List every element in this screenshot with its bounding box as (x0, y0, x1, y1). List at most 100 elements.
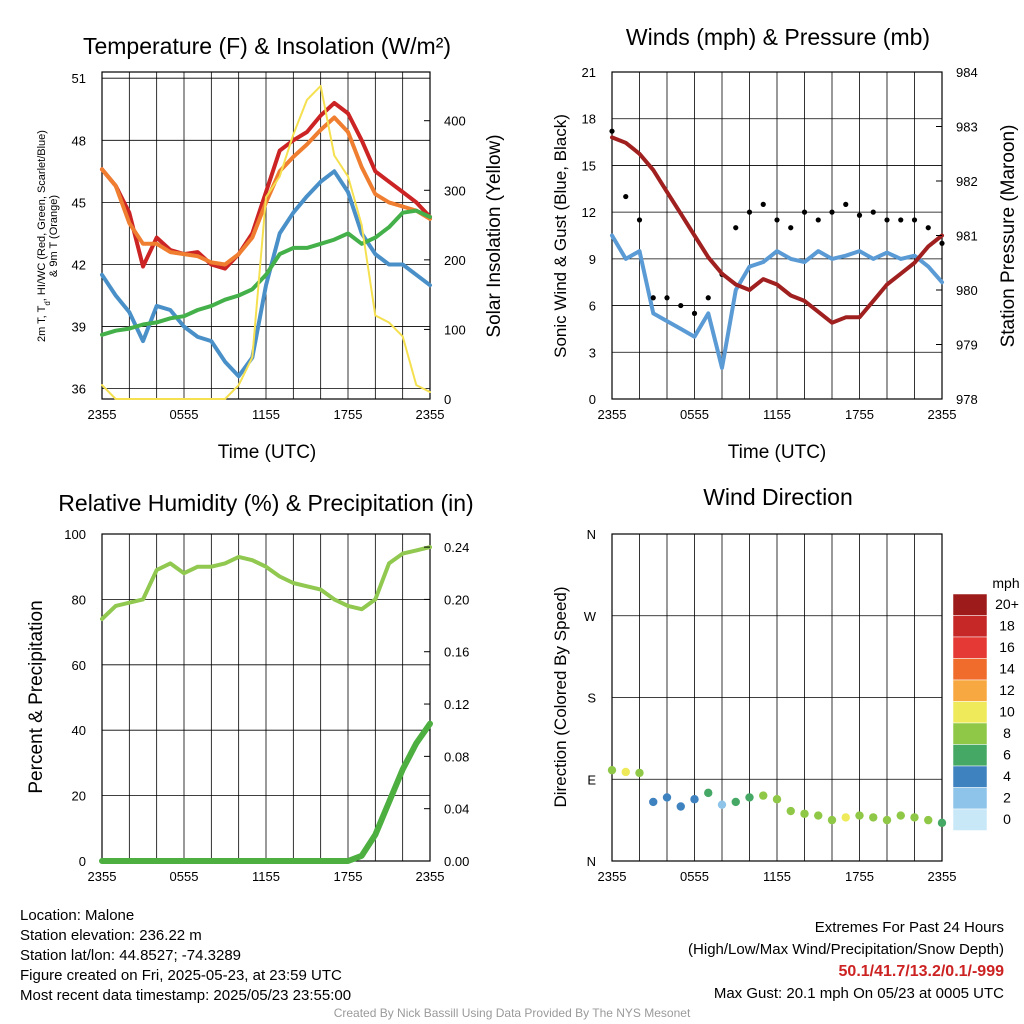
x-tick-labels: 2355 0555 1155 1755 2355 (88, 869, 445, 884)
y-tick-label: 12 (582, 205, 596, 220)
y-tick-label: 3 (589, 345, 596, 360)
x-tick-label: 2355 (88, 869, 117, 884)
winds-chart: Winds (mph) & Pressure (mb) 0 3 6 9 12 15 18 21… (551, 24, 1019, 463)
elevation-text: Station elevation: 236.22 m (20, 927, 202, 944)
direction-point (800, 809, 809, 818)
y-tick-labels: 0 20 40 60 80 100 (64, 527, 86, 869)
credit-text: Created By Nick Bassill Using Data Provi… (333, 1006, 691, 1020)
y-tick-label: 80 (72, 592, 86, 607)
colorbar-swatch (952, 701, 988, 724)
direction-point (937, 818, 947, 828)
x-tick-label: 2355 (598, 407, 627, 422)
gust-point (623, 193, 629, 200)
colorbar-label: 4 (1003, 768, 1011, 784)
direction-point (841, 813, 850, 822)
x-tick-label: 1155 (763, 869, 791, 884)
chart-title: Winds (mph) & Pressure (mb) (626, 24, 930, 50)
chart-title: Temperature (F) & Insolation (W/m²) (83, 33, 451, 59)
gust-point (898, 217, 904, 223)
direction-points (607, 765, 947, 828)
gust-point (650, 295, 656, 301)
y2-tick-label: 0.12 (444, 697, 469, 712)
extremes-subtitle: (High/Low/Max Wind/Precipitation/Snow De… (688, 941, 1004, 958)
colorbar-label: 8 (1003, 725, 1011, 741)
series-line (100, 545, 432, 621)
colorbar-label: 20+ (995, 596, 1019, 612)
x-tick-label: 1155 (252, 407, 280, 422)
direction-point (827, 815, 837, 825)
y-tick-label: 39 (72, 320, 86, 335)
series-line (100, 101, 432, 271)
y-tick-label: 45 (72, 195, 86, 210)
x-tick-label: 0555 (170, 407, 199, 422)
series-line (610, 135, 944, 325)
gust-point (705, 295, 711, 301)
y2-tick-label: 979 (956, 338, 978, 353)
station-info: Location: Malone Station elevation: 236.… (20, 906, 351, 1006)
y2-axis-label: Station Pressure (Maroon) (998, 125, 1019, 348)
y2-tick-label: 978 (956, 392, 978, 407)
x-tick-label: 0555 (680, 869, 709, 884)
direction-point (745, 793, 754, 802)
y2-tick-label: 0.00 (444, 854, 469, 869)
colorbar-swatch (952, 765, 988, 788)
y-tick-label: 51 (72, 71, 86, 86)
x-tick-label: 2355 (416, 869, 445, 884)
direction-point (896, 811, 905, 820)
x-tick-label: 1755 (845, 869, 874, 884)
y-tick-label: 48 (72, 133, 86, 148)
direction-point (910, 813, 919, 822)
y2-tick-label: 300 (444, 183, 466, 198)
x-tick-label: 1155 (252, 869, 280, 884)
gust-point (870, 209, 876, 215)
gust-point (664, 295, 670, 301)
chart-title: Relative Humidity (%) & Precipitation (i… (58, 490, 473, 516)
gust-point (760, 201, 766, 207)
y2-tick-label: 100 (444, 322, 466, 337)
colorbar-title: mph (992, 575, 1019, 591)
x-tick-label: 2355 (598, 869, 627, 884)
chart-title: Wind Direction (703, 484, 853, 510)
direction-point (717, 800, 727, 809)
gridlines (612, 534, 942, 861)
gust-point (733, 225, 739, 231)
y-tick-labels: 36 39 42 45 48 51 (72, 71, 86, 396)
y-tick-label: 20 (72, 789, 86, 804)
direction-point (882, 815, 892, 825)
series-lines (100, 84, 432, 400)
y-axis-label-line2: & 9m T (Orange) (48, 195, 60, 277)
location-text: Location: Malone (20, 907, 135, 924)
y2-tick-label: 983 (956, 120, 978, 135)
colorbar-swatch (952, 744, 988, 767)
direction-point (676, 802, 685, 811)
y2-tick-label: 0.20 (444, 592, 469, 607)
x-tick-label: 2355 (928, 407, 957, 422)
direction-point (924, 815, 933, 825)
gust-point (856, 212, 863, 218)
extremes-info: Extremes For Past 24 Hours (High/Low/Max… (688, 917, 1004, 1005)
colorbar-label: 12 (999, 682, 1015, 698)
gust-point (636, 217, 643, 223)
gust-point (843, 201, 849, 207)
direction-point (607, 765, 617, 775)
x-tick-label: 0555 (170, 869, 199, 884)
direction-point (690, 795, 699, 804)
y-tick-label: 36 (72, 382, 86, 397)
gust-point (884, 217, 890, 223)
colorbar-label: 14 (999, 661, 1015, 677)
series-lines (99, 545, 433, 864)
colorbar-swatch (952, 636, 988, 659)
colorbar-swatch (952, 658, 988, 681)
y-tick-label: S (587, 691, 596, 706)
recent-data-text: Most recent data timestamp: 2025/05/23 2… (20, 987, 352, 1004)
x-tick-labels: 2355 0555 1155 1755 2355 (598, 407, 957, 422)
y-tick-label: N (587, 527, 596, 542)
x-axis-label: Time (UTC) (728, 442, 827, 463)
extremes-values: 50.1/41.7/13.2/0.1/-999 (838, 963, 1004, 980)
temperature-chart: Temperature (F) & Insolation (W/m²) 36 39… (36, 33, 505, 463)
colorbar-label: 10 (999, 704, 1015, 720)
y-axis-label: 2m T, Td, HI/WC (Red, Green, Scarlet/Blu… (36, 130, 52, 342)
colorbar-swatch (952, 722, 988, 745)
x-tick-label: 2355 (928, 869, 957, 884)
